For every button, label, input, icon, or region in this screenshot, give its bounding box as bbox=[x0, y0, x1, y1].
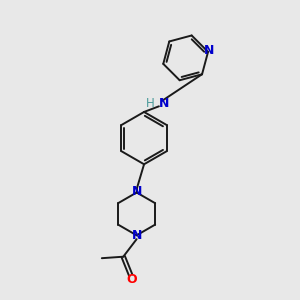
Text: N: N bbox=[204, 44, 215, 57]
Text: O: O bbox=[126, 273, 136, 286]
Text: H: H bbox=[146, 98, 155, 110]
Text: N: N bbox=[159, 98, 169, 110]
Text: N: N bbox=[131, 230, 142, 242]
Text: N: N bbox=[131, 185, 142, 198]
